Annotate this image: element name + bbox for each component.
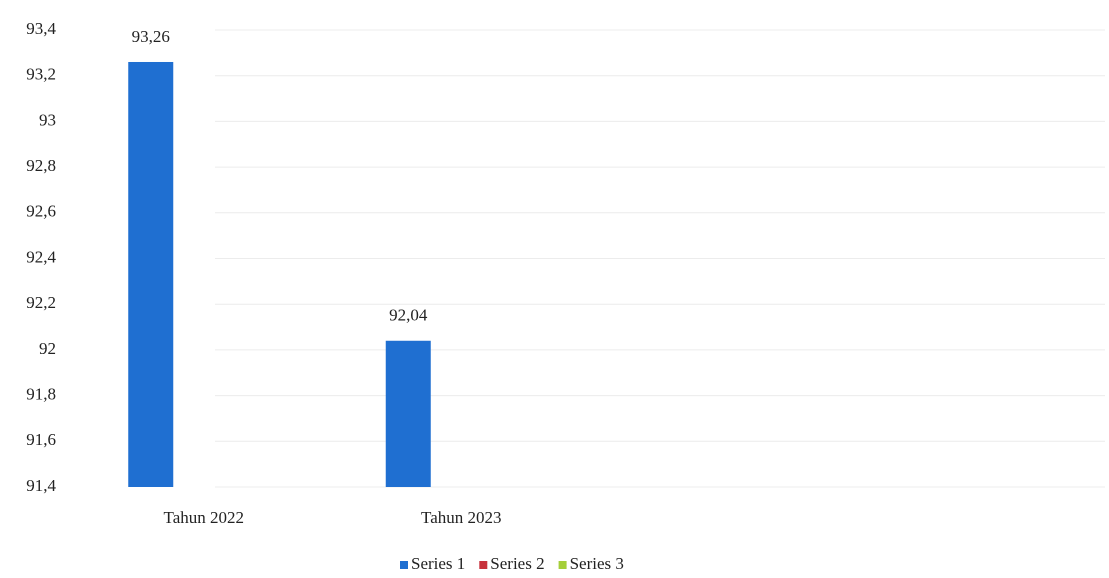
- y-tick-label: 92,8: [26, 156, 56, 175]
- x-tick-label: Tahun 2022: [164, 508, 245, 527]
- data-label: 93,26: [132, 27, 170, 46]
- y-tick-label: 92,2: [26, 293, 56, 312]
- legend-label: Series 3: [570, 554, 624, 573]
- y-tick-label: 93: [39, 110, 56, 129]
- legend-label: Series 1: [411, 554, 465, 573]
- bar: [128, 61, 174, 488]
- x-tick-label: Tahun 2023: [421, 508, 502, 527]
- y-tick-label: 91,6: [26, 430, 56, 449]
- data-label: 92,04: [389, 306, 428, 325]
- y-tick-label: 91,8: [26, 385, 56, 404]
- y-tick-label: 91,4: [26, 476, 56, 495]
- legend-marker: [558, 561, 567, 569]
- y-tick-label: 92,4: [26, 247, 56, 266]
- y-tick-label: 92: [39, 339, 56, 358]
- y-tick-label: 92,6: [26, 202, 56, 221]
- y-tick-label: 93,4: [26, 19, 56, 38]
- legend-marker: [479, 561, 488, 569]
- bar: [385, 340, 431, 487]
- legend-marker: [400, 561, 408, 569]
- legend-label: Series 2: [490, 554, 544, 573]
- y-tick-label: 93,2: [26, 65, 56, 84]
